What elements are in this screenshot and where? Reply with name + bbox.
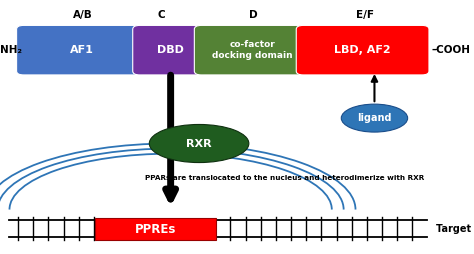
Text: NH₂: NH₂	[0, 45, 22, 55]
Text: E/F: E/F	[356, 10, 374, 20]
Text: RXR: RXR	[186, 138, 212, 149]
Ellipse shape	[149, 124, 249, 163]
Text: D: D	[249, 10, 258, 20]
Text: co-factor
docking domain: co-factor docking domain	[212, 40, 293, 60]
FancyBboxPatch shape	[95, 218, 216, 240]
FancyBboxPatch shape	[17, 25, 147, 75]
Text: PPARs are translocated to the nucleus and heterodimerize with RXR: PPARs are translocated to the nucleus an…	[145, 175, 424, 181]
FancyBboxPatch shape	[296, 25, 429, 75]
Text: ligand: ligand	[357, 113, 392, 123]
Text: DBD: DBD	[157, 45, 184, 55]
Ellipse shape	[341, 104, 408, 132]
Text: PPREs: PPREs	[135, 223, 176, 236]
Text: –COOH: –COOH	[431, 45, 470, 55]
FancyBboxPatch shape	[194, 25, 310, 75]
Text: A/B: A/B	[73, 10, 93, 20]
Text: LBD, AF2: LBD, AF2	[334, 45, 391, 55]
Text: C: C	[157, 10, 165, 20]
Text: AF1: AF1	[70, 45, 94, 55]
Text: Target genes: Target genes	[436, 224, 474, 234]
FancyBboxPatch shape	[133, 25, 209, 75]
